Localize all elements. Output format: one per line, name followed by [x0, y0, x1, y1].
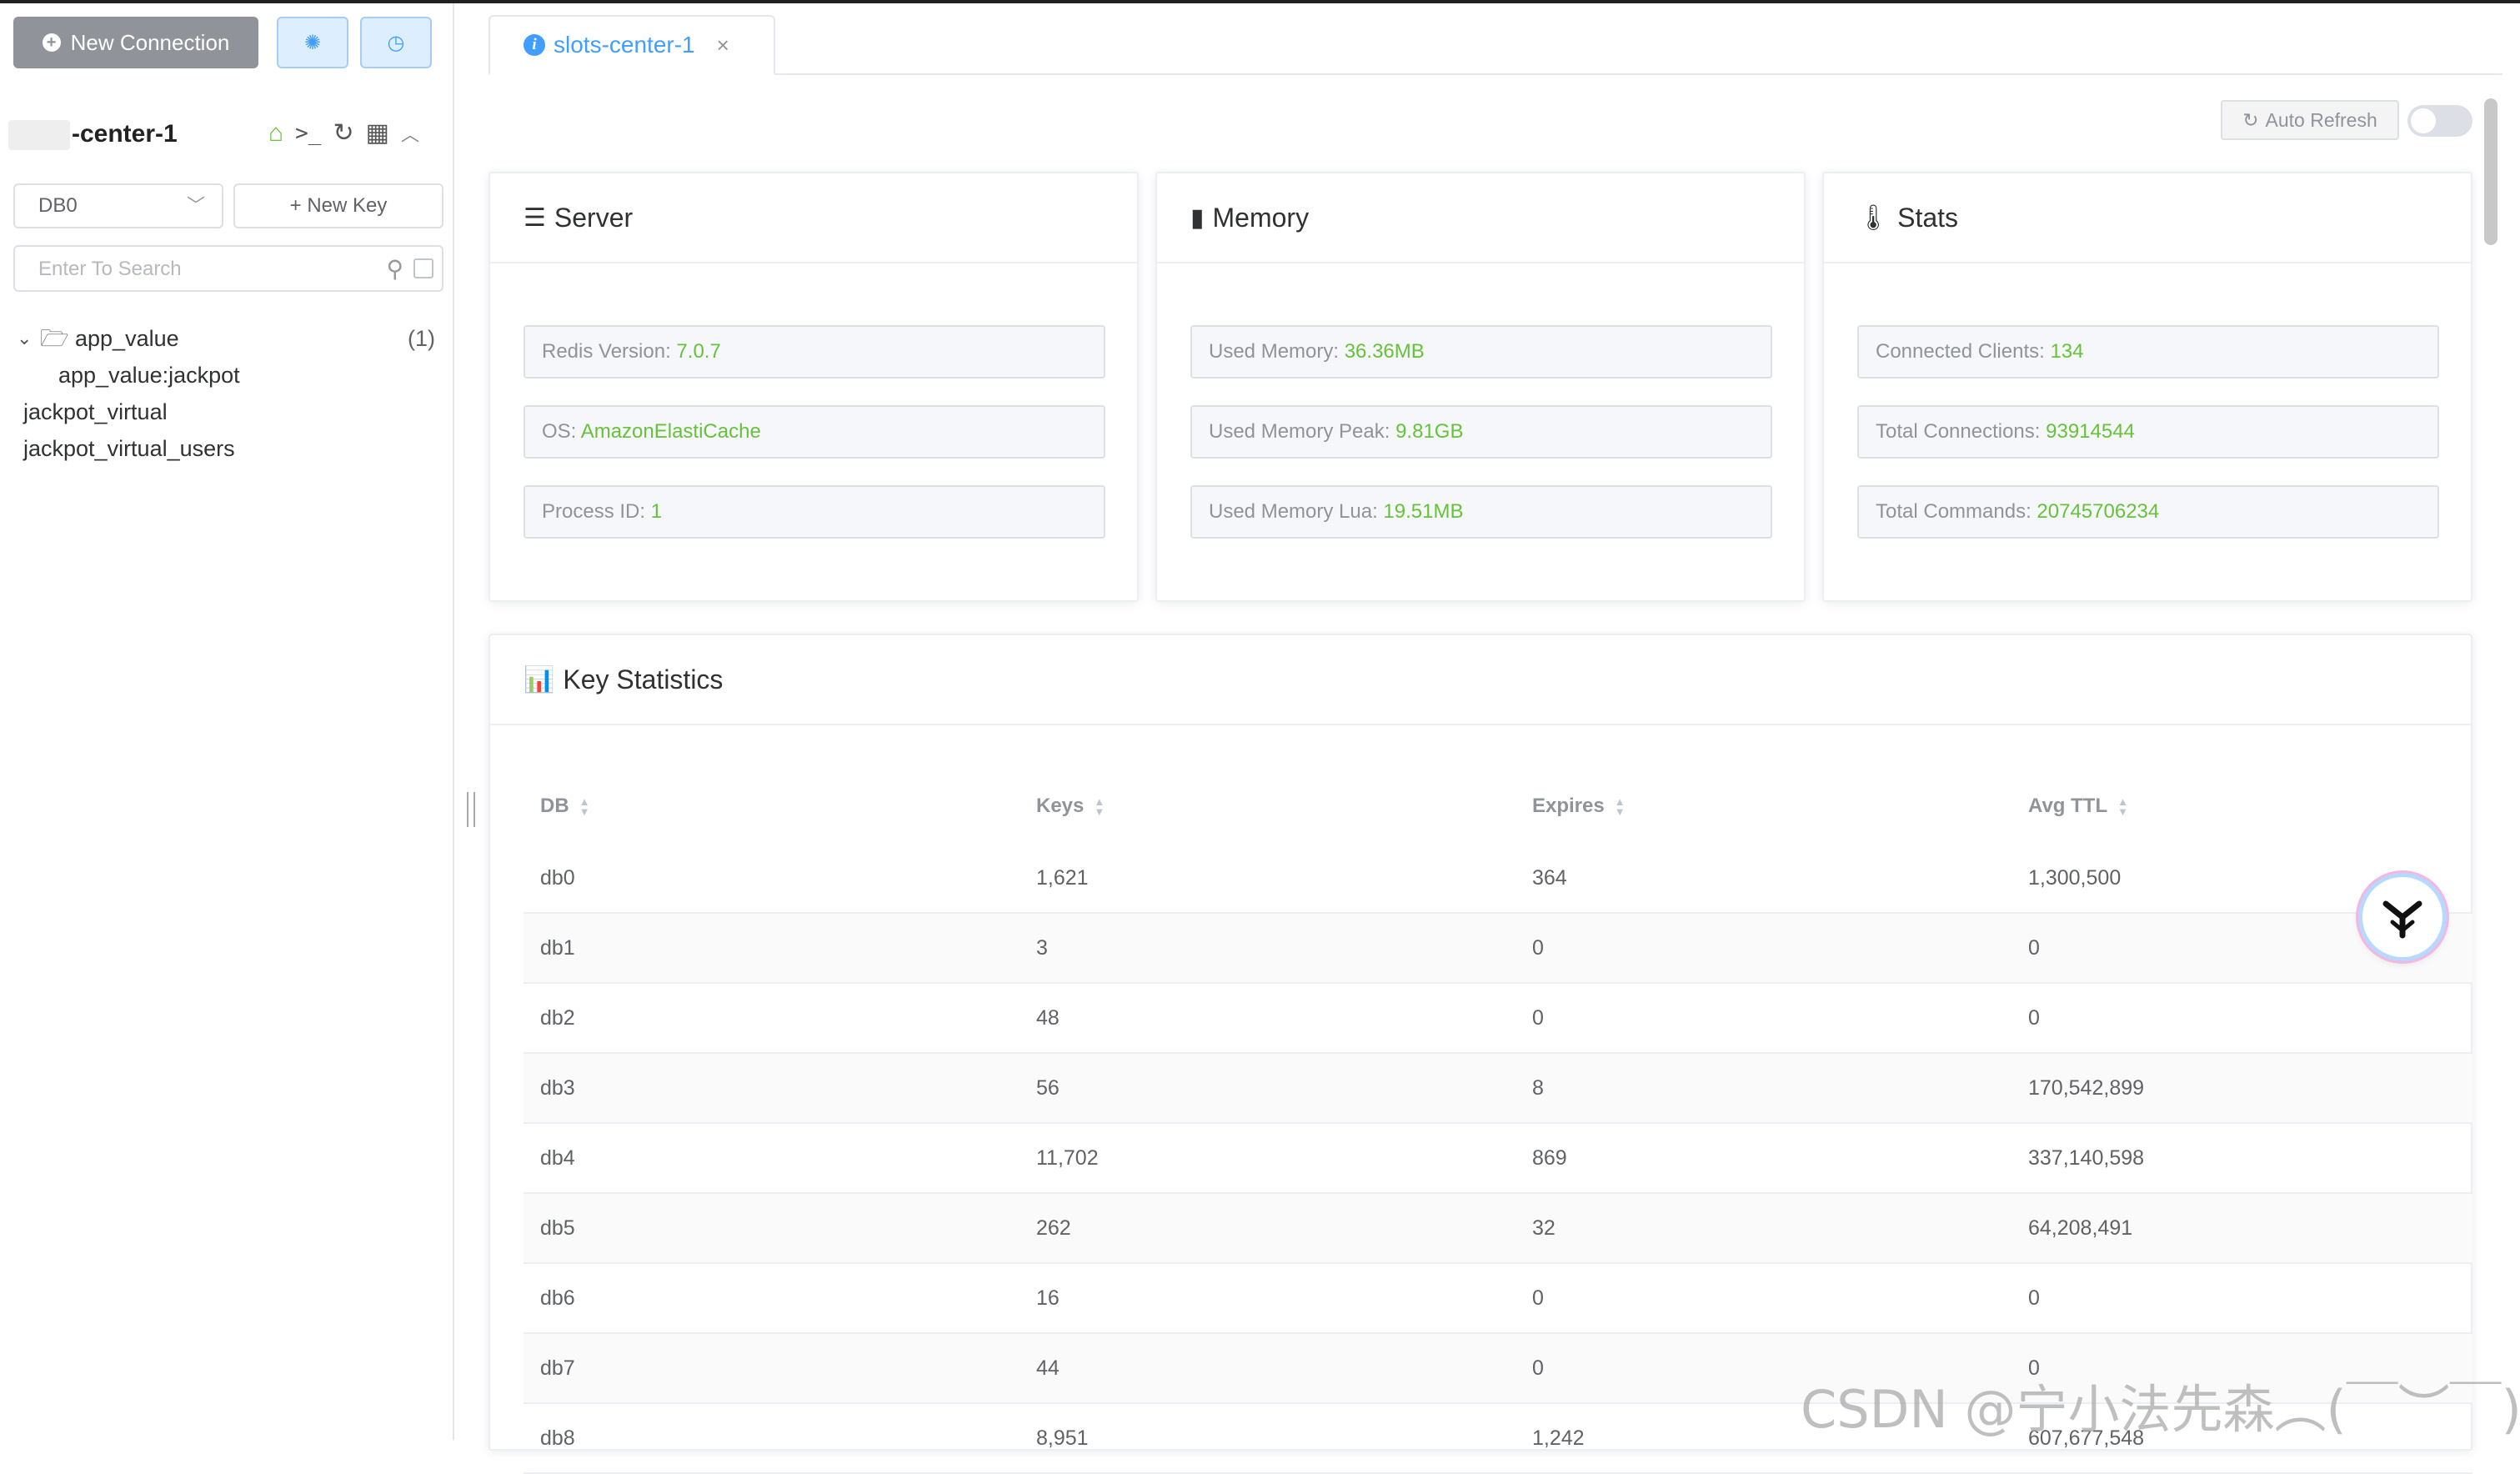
plus-circle-icon: +: [42, 33, 61, 52]
connection-header[interactable]: -center-1 ⌂ >_ ↻ ▦ ︿: [8, 112, 442, 162]
folder-count: (1): [408, 326, 435, 351]
table-row: db6 16 0 0: [524, 1263, 2472, 1334]
refresh-icon[interactable]: ↻: [333, 119, 354, 147]
os-field: OS: AmazonElastiCache: [524, 405, 1105, 459]
new-connection-button[interactable]: + New Connection: [13, 17, 258, 68]
table-row: db2 48 0 0: [524, 983, 2472, 1054]
history-button[interactable]: ◷: [360, 17, 432, 68]
key-statistics-card: 📊 Key Statistics DB ▲ ▼ Keys ▲ ▼ Expires ▲ ▼ A…: [488, 634, 2472, 1474]
column-header-expires[interactable]: Expires ▲ ▼: [1532, 795, 1626, 818]
info-icon: i: [524, 34, 545, 56]
memory-chip-icon: ▮: [1190, 203, 1205, 232]
folder-label: app_value: [75, 326, 179, 351]
clock-icon: ◷: [387, 31, 405, 54]
key-tree: ⌄ 🗁 app_value (1) app_value:jackpot jack…: [13, 320, 443, 467]
table-row: db7 44 0 0: [524, 1333, 2472, 1404]
table-row: db3 56 8 170,542,899: [524, 1053, 2472, 1124]
table-row: db0 1,621 364 1,300,500: [524, 844, 2472, 914]
auto-refresh-button[interactable]: ↻ Auto Refresh: [2221, 100, 2399, 140]
thermometer-icon: 🌡: [1857, 203, 1890, 232]
sort-icon: ▲ ▼: [1614, 795, 1626, 818]
refresh-icon: ↻: [2242, 108, 2259, 131]
home-icon[interactable]: ⌂: [268, 118, 284, 147]
sort-icon: ▲ ▼: [1094, 795, 1105, 818]
tree-key[interactable]: app_value:jackpot: [58, 363, 240, 388]
tab-label: slots-center-1: [554, 32, 695, 58]
card-title: Stats: [1897, 202, 1959, 233]
caret-down-icon[interactable]: ⌄: [17, 328, 33, 348]
memory-card: ▮ Memory Used Memory: 36.36MB Used Memor…: [1155, 172, 1806, 602]
resize-handle[interactable]: [467, 792, 475, 827]
toggle-knob: [2411, 108, 2436, 133]
used-memory-peak-field: Used Memory Peak: 9.81GB: [1190, 405, 1772, 459]
card-title: Memory: [1212, 202, 1310, 233]
used-memory-field: Used Memory: 36.36MB: [1190, 325, 1772, 379]
watermark: CSDN @宁小法先森︵(￣︶￣)︵: [1801, 1379, 2520, 1440]
server-icon: ☰: [524, 203, 546, 232]
tree-key[interactable]: jackpot_virtual_users: [23, 436, 235, 461]
redis-version-field: Redis Version: 7.0.7: [524, 325, 1105, 379]
table-row: db1 3 0 0: [524, 913, 2472, 984]
settings-button[interactable]: ✺: [277, 17, 348, 68]
sort-icon: ▲ ▼: [579, 795, 590, 818]
total-commands-field: Total Commands: 20745706234: [1857, 485, 2439, 539]
used-memory-lua-field: Used Memory Lua: 19.51MB: [1190, 485, 1772, 539]
assistant-logo-icon: [2382, 900, 2422, 939]
column-header-avg-ttl[interactable]: Avg TTL ▲ ▼: [2028, 795, 2128, 818]
db-select-value: DB0: [38, 194, 78, 217]
connected-clients-field: Connected Clients: 134: [1857, 325, 2439, 379]
close-icon[interactable]: ×: [716, 32, 729, 58]
key-search: ⚲: [13, 245, 443, 292]
table-row: db5 262 32 64,208,491: [524, 1193, 2472, 1264]
plus-icon: +: [289, 194, 302, 217]
card-title: Key Statistics: [563, 664, 724, 694]
floating-assistant-button[interactable]: [2362, 877, 2442, 957]
process-id-field: Process ID: 1: [524, 485, 1105, 539]
vertical-scrollbar[interactable]: [2484, 98, 2497, 245]
table-header-row: DB ▲ ▼ Keys ▲ ▼ Expires ▲ ▼ Avg TTL ▲ ▼: [524, 769, 2472, 844]
connection-name: -center-1: [72, 120, 178, 148]
table-row: db4 11,702 869 337,140,598: [524, 1123, 2472, 1194]
chevron-down-icon: ﹀: [186, 195, 205, 216]
search-icon[interactable]: ⚲: [386, 256, 403, 282]
new-key-label: New Key: [307, 194, 388, 217]
tab-bar: i slots-center-1 ×: [488, 15, 2502, 75]
new-key-button[interactable]: + New Key: [233, 183, 443, 228]
gear-icon: ✺: [303, 31, 322, 54]
tree-folder[interactable]: ⌄ 🗁 app_value (1): [13, 320, 443, 357]
search-input[interactable]: [37, 255, 357, 283]
sidebar: + New Connection ✺ ◷ -center-1 ⌂ >_ ↻ ▦ …: [0, 3, 454, 1440]
total-connections-field: Total Connections: 93914544: [1857, 405, 2439, 459]
bar-chart-icon: 📊: [524, 665, 555, 694]
stats-card: 🌡 Stats Connected Clients: 134 Total Con…: [1822, 172, 2472, 602]
column-header-keys[interactable]: Keys ▲ ▼: [1036, 795, 1105, 818]
card-title: Server: [554, 202, 634, 233]
tree-key[interactable]: jackpot_virtual: [23, 399, 168, 424]
grid-icon[interactable]: ▦: [365, 119, 389, 147]
auto-refresh-toggle[interactable]: [2407, 105, 2472, 137]
column-header-db[interactable]: DB ▲ ▼: [540, 795, 590, 818]
terminal-icon[interactable]: >_: [295, 120, 322, 146]
exact-match-checkbox[interactable]: [413, 258, 433, 278]
collapse-chevron-icon[interactable]: ︿: [400, 123, 419, 145]
tab-slots-center-1[interactable]: i slots-center-1 ×: [488, 15, 775, 75]
redacted-name-mask: [8, 120, 70, 150]
folder-open-icon: 🗁: [40, 325, 69, 351]
window-top-border: [0, 0, 2520, 3]
db-select[interactable]: DB0 ﹀: [13, 183, 223, 228]
auto-refresh-label: Auto Refresh: [2265, 108, 2377, 131]
new-connection-label: New Connection: [70, 29, 230, 55]
sort-icon: ▲ ▼: [2117, 795, 2128, 818]
server-card: ☰ Server Redis Version: 7.0.7 OS: Amazon…: [488, 172, 1139, 602]
